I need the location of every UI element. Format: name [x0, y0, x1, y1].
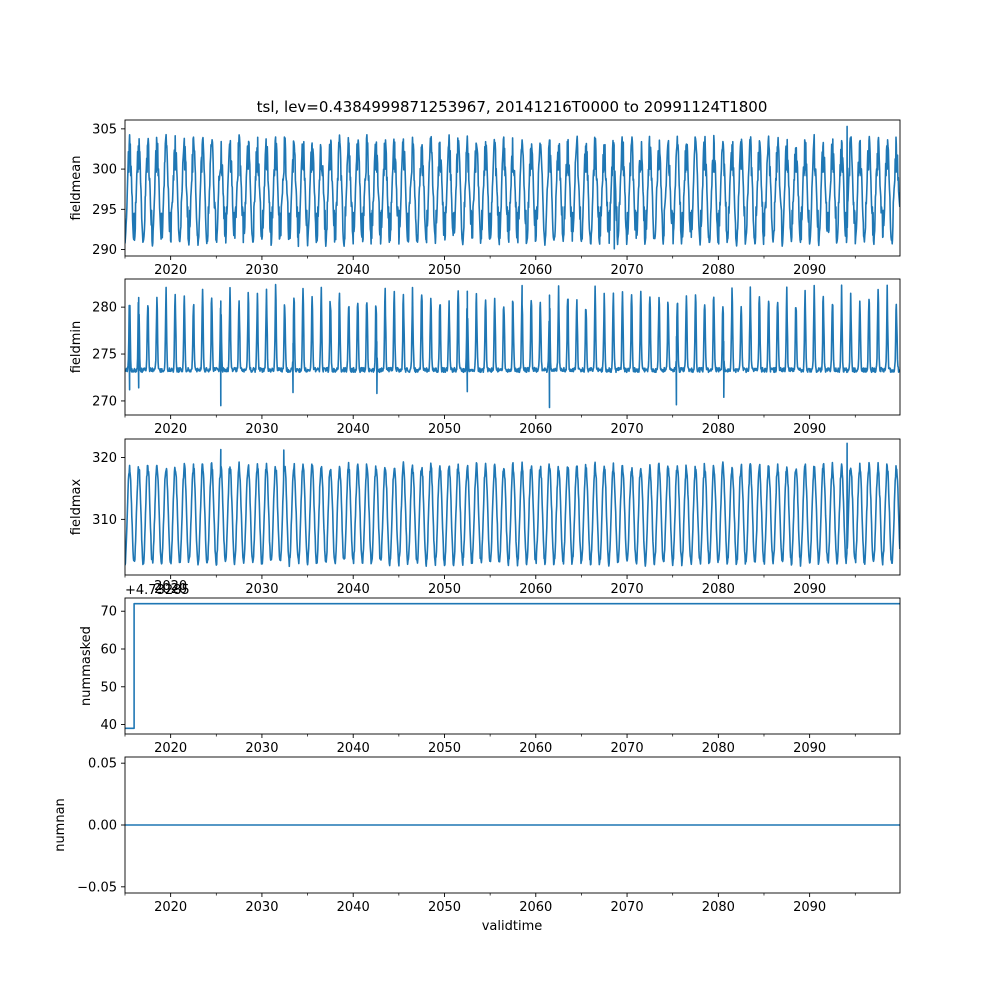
- y-tick-label: 0.05: [88, 757, 117, 772]
- x-tick-label: 2040: [337, 263, 370, 278]
- x-tick-label: 2030: [245, 900, 278, 915]
- x-tick-label: 2080: [702, 582, 735, 597]
- y-tick-label: −0.05: [77, 880, 117, 895]
- series-line-0: [125, 283, 900, 409]
- y-axis-label: nummasked: [79, 626, 94, 706]
- panels: 2020 2030 2040 2050 2060 2070 2080 2090 290 295 30…: [53, 119, 901, 915]
- x-tick-label: 2090: [793, 582, 826, 597]
- x-tick-label: 2080: [702, 900, 735, 915]
- series-line-0: [125, 602, 900, 730]
- panel-numnan: 2020 2030 2040 2050 2060 2070 2080 2090 −0.05 0.0…: [53, 756, 901, 915]
- y-offset-text: +4.73285: [125, 583, 190, 598]
- axes-frame: [124, 119, 901, 257]
- series-line-0: [125, 125, 900, 250]
- axes-frame: [124, 438, 901, 576]
- plot-area: [125, 442, 900, 568]
- x-tick-label: 2040: [337, 741, 370, 756]
- x-tick-label: 2080: [702, 422, 735, 437]
- axes-frame: [124, 597, 901, 735]
- y-tick-label: 290: [92, 243, 117, 258]
- overlapping-x-tick-label: 2020: [154, 579, 187, 594]
- x-tick-label: 2060: [519, 263, 552, 278]
- y-tick-label: 295: [92, 203, 117, 218]
- y-axis-label: fieldmin: [69, 321, 84, 374]
- y-axis-label: numnan: [53, 798, 68, 852]
- y-tick-label: 0.00: [88, 819, 117, 834]
- x-tick-label: 2040: [337, 900, 370, 915]
- x-tick-label: 2050: [428, 582, 461, 597]
- x-tick-label: 2090: [793, 900, 826, 915]
- figure-title: tsl, lev=0.4384999871253967, 20141216T00…: [257, 98, 768, 116]
- x-tick-label: 2050: [428, 900, 461, 915]
- x-tick-label: 2020: [154, 263, 187, 278]
- y-axis-label: fieldmax: [69, 479, 84, 536]
- x-tick-label: 2070: [611, 582, 644, 597]
- panel-nummasked: 2020 2030 2040 2050 2060 2070 2080 2090 40 50 60 70…: [79, 579, 901, 756]
- x-tick-label: 2020: [154, 741, 187, 756]
- x-tick-label: 2060: [519, 900, 552, 915]
- x-tick-label: 2050: [428, 422, 461, 437]
- x-tick-label: 2020: [154, 582, 187, 597]
- x-tick-label: 2070: [611, 422, 644, 437]
- x-tick-label: 2030: [245, 422, 278, 437]
- x-tick-label: 2060: [519, 582, 552, 597]
- x-tick-label: 2090: [793, 263, 826, 278]
- y-tick-label: 300: [92, 163, 117, 178]
- x-tick-label: 2020: [154, 422, 187, 437]
- x-tick-label: 2060: [519, 422, 552, 437]
- x-tick-label: 2050: [428, 263, 461, 278]
- panel-fieldmean: 2020 2030 2040 2050 2060 2070 2080 2090 290 295 30…: [69, 119, 901, 278]
- y-tick-label: 320: [92, 451, 117, 466]
- x-tick-label: 2070: [611, 900, 644, 915]
- x-tick-label: 2020: [154, 900, 187, 915]
- y-tick-label: 280: [92, 301, 117, 316]
- x-tick-label: 2030: [245, 263, 278, 278]
- plot-area: [125, 602, 900, 730]
- axes-frame: [124, 278, 901, 416]
- plot-area: [125, 125, 900, 250]
- x-tick-label: 2090: [793, 741, 826, 756]
- x-axis-label: validtime: [482, 919, 543, 934]
- x-tick-label: 2070: [611, 263, 644, 278]
- y-tick-label: 310: [92, 513, 117, 528]
- y-tick-label: 60: [100, 643, 117, 658]
- plot-area: [125, 283, 900, 409]
- panel-fieldmax: 2020 2030 2040 2050 2060 2070 2080 2090 310 320 fi…: [69, 438, 901, 597]
- panel-fieldmin: 2020 2030 2040 2050 2060 2070 2080 2090 270 275 28…: [69, 278, 901, 437]
- x-tick-label: 2080: [702, 741, 735, 756]
- y-axis-label: fieldmean: [69, 156, 84, 221]
- y-tick-label: 270: [92, 394, 117, 409]
- y-tick-label: 275: [92, 348, 117, 363]
- x-tick-label: 2030: [245, 582, 278, 597]
- x-tick-label: 2070: [611, 741, 644, 756]
- x-tick-label: 2080: [702, 263, 735, 278]
- y-tick-label: 40: [100, 718, 117, 733]
- x-tick-label: 2040: [337, 422, 370, 437]
- x-tick-label: 2040: [337, 582, 370, 597]
- y-tick-label: 305: [92, 122, 117, 137]
- x-tick-label: 2050: [428, 741, 461, 756]
- y-tick-label: 50: [100, 680, 117, 695]
- x-tick-label: 2060: [519, 741, 552, 756]
- series-line-0: [125, 442, 900, 568]
- x-tick-label: 2090: [793, 422, 826, 437]
- y-tick-label: 70: [100, 605, 117, 620]
- x-tick-label: 2030: [245, 741, 278, 756]
